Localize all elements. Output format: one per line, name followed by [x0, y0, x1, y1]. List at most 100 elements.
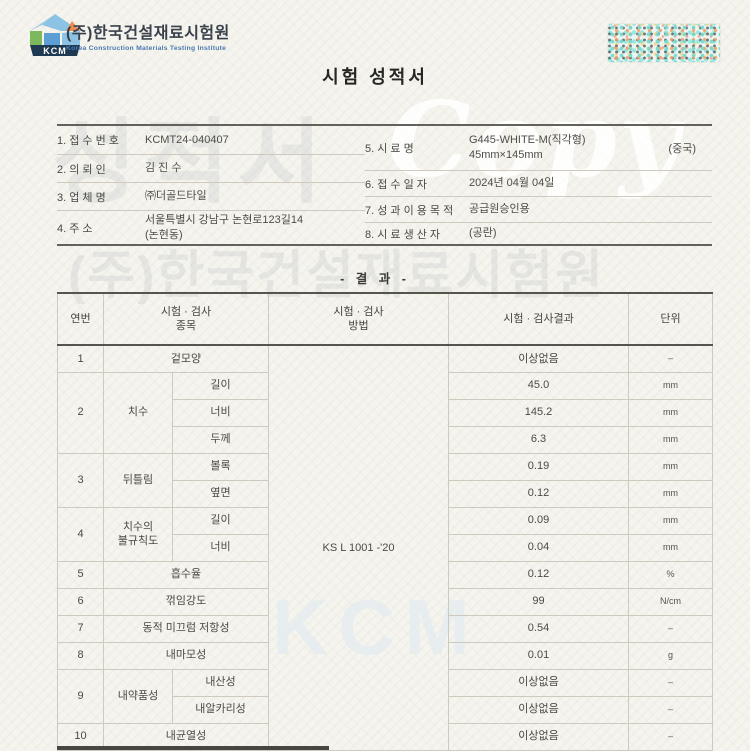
result-cell: 0.19	[448, 452, 630, 481]
result-cell: 0.54	[448, 614, 630, 643]
info-value: G445-WHITE-M(직각형) 45mm×145mm	[469, 134, 586, 161]
cut-off-table-edge	[57, 746, 329, 750]
request-info-table: 1. 접 수 번 호 KCMT24-040407 2. 의 뢰 인 김 진 수 …	[57, 124, 712, 246]
result-cell: 45.0	[448, 371, 630, 400]
row-no: 2	[57, 371, 104, 454]
info-label: 6. 접 수 일 자	[365, 178, 427, 191]
info-value: 김 진 수	[145, 162, 182, 175]
subitem-cell: 내알카리성	[171, 695, 270, 724]
result-cell: 이상없음	[448, 668, 630, 697]
item-cell: 치수의 불규칙도	[103, 506, 173, 562]
request-info-right: 5. 시 료 명 G445-WHITE-M(직각형) 45mm×145mm (중…	[365, 126, 712, 244]
row-no: 6	[57, 587, 104, 616]
subitem-cell: 너비	[171, 398, 270, 427]
table-row: 5 흡수율 0.12 %	[57, 560, 714, 589]
info-origin: (중국)	[668, 143, 696, 155]
item-cell: 동적 미끄럼 저항성	[102, 614, 270, 643]
row-no: 5	[57, 560, 104, 589]
unit-cell: –	[628, 668, 714, 697]
unit-cell: mm	[628, 533, 714, 562]
unit-cell: g	[628, 641, 714, 670]
info-value: (공란)	[469, 227, 497, 240]
result-cell: 0.12	[448, 479, 630, 508]
org-name-korean: (주)한국건설재료시험원	[66, 25, 230, 42]
result-cell: 이상없음	[448, 722, 630, 751]
item-cell: 뒤틀림	[103, 452, 173, 508]
row-no: 9	[57, 668, 104, 724]
info-value: 공급원승인용	[469, 203, 530, 216]
info-row-receipt-no: 1. 접 수 번 호 KCMT24-040407	[57, 126, 365, 155]
result-cell: 145.2	[448, 398, 630, 427]
org-name-english: Korea Construction Materials Testing Ins…	[66, 45, 227, 52]
info-row-sample-name: 5. 시 료 명 G445-WHITE-M(직각형) 45mm×145mm (중…	[365, 126, 712, 171]
table-row: 7 동적 미끄럼 저항성 0.54 –	[57, 614, 714, 643]
item-cell: 내균열성	[102, 722, 270, 751]
subitem-cell: 볼록	[171, 452, 270, 481]
tile-sample-image	[608, 24, 720, 62]
info-label: 1. 접 수 번 호	[57, 135, 119, 147]
unit-cell: N/cm	[628, 587, 714, 616]
unit-cell: –	[628, 614, 714, 643]
table-row: 옆면 0.12 mm	[58, 479, 714, 508]
result-cell: 이상없음	[448, 695, 630, 724]
col-header-item: 시험 · 검사 종목	[102, 292, 270, 346]
subitem-cell: 길이	[171, 371, 270, 400]
subitem-cell: 너비	[171, 533, 270, 562]
table-row: 6 꺾임강도 99 N/cm	[57, 587, 714, 616]
results-header-row: 연번 시험 · 검사 종목 시험 · 검사 방법 시험 · 검사결과 단위	[57, 292, 714, 346]
result-cell: 99	[448, 587, 630, 616]
col-header-no: 연번	[57, 292, 104, 346]
item-cell: 꺾임강도	[102, 587, 270, 616]
unit-cell: mm	[628, 452, 714, 481]
col-header-method: 시험 · 검사 방법	[268, 292, 450, 346]
request-info-left: 1. 접 수 번 호 KCMT24-040407 2. 의 뢰 인 김 진 수 …	[57, 126, 365, 244]
info-label: 3. 업 체 명	[57, 191, 106, 204]
unit-cell: –	[628, 695, 714, 724]
info-value: 서울특별시 강남구 논현로123길14 (논현동)	[145, 213, 304, 241]
unit-cell: mm	[628, 371, 714, 400]
info-label: 2. 의 뢰 인	[57, 163, 106, 176]
unit-cell: mm	[628, 425, 714, 454]
info-value: KCMT24-040407	[145, 133, 229, 146]
result-cell: 0.04	[448, 533, 630, 562]
table-row: 10 내균열성 이상없음 –	[57, 722, 714, 751]
info-value: ㈜더골드타일	[145, 190, 207, 203]
info-row-address: 4. 주 소 서울특별시 강남구 논현로123길14 (논현동)	[57, 211, 365, 244]
table-row: 4 치수의 불규칙도 길이 0.09 mm	[57, 506, 714, 562]
info-row-company: 3. 업 체 명 ㈜더골드타일	[57, 183, 365, 211]
info-row-purpose: 7. 성 과 이 용 목 적 공급원승인용	[365, 197, 712, 223]
result-cell: 이상없음	[448, 344, 630, 373]
subitem-cell: 내산성	[171, 668, 270, 697]
item-cell: 내마모성	[102, 641, 270, 670]
row-no: 7	[57, 614, 104, 643]
method-cell: KS L 1001 -'20	[268, 344, 450, 751]
page-title: 시험 성적서	[322, 67, 428, 87]
table-row: 2 치수 길이 45.0 mm	[57, 371, 714, 454]
unit-cell: mm	[628, 506, 714, 535]
info-label: 5. 시 료 명	[365, 143, 414, 155]
table-row: 1 겉모양 KS L 1001 -'20 이상없음 –	[57, 344, 714, 751]
result-cell: 0.01	[448, 641, 630, 670]
table-row: 3 뒤틀림 볼록 0.19 mm	[57, 452, 714, 508]
item-cell: 치수	[103, 371, 173, 454]
subitem-cell: 두께	[171, 425, 270, 454]
info-label: 7. 성 과 이 용 목 적	[365, 204, 454, 217]
result-cell: 0.12	[448, 560, 630, 589]
unit-cell: –	[628, 344, 714, 373]
subitem-cell: 길이	[171, 506, 270, 535]
row-no: 1	[57, 344, 104, 373]
info-row-producer: 8. 시 료 생 산 자 (공란)	[365, 223, 712, 244]
org-name-block: (주)한국건설재료시험원 Korea Construction Material…	[66, 19, 230, 52]
row-no: 4	[57, 506, 104, 562]
table-row: 9 내약품성 내산성 이상없음 –	[57, 668, 714, 724]
item-cell: 흡수율	[102, 560, 270, 589]
item-cell: 내약품성	[103, 668, 173, 724]
svg-text:KCM: KCM	[43, 46, 67, 56]
table-row: 너비 0.04 mm	[58, 533, 714, 562]
info-value: 2024년 04월 04일	[469, 177, 555, 190]
subitem-cell: 옆면	[171, 479, 270, 508]
col-header-result: 시험 · 검사결과	[448, 292, 630, 346]
info-row-receipt-date: 6. 접 수 일 자 2024년 04월 04일	[365, 171, 712, 197]
row-no: 8	[57, 641, 104, 670]
info-label: 8. 시 료 생 산 자	[365, 228, 441, 241]
